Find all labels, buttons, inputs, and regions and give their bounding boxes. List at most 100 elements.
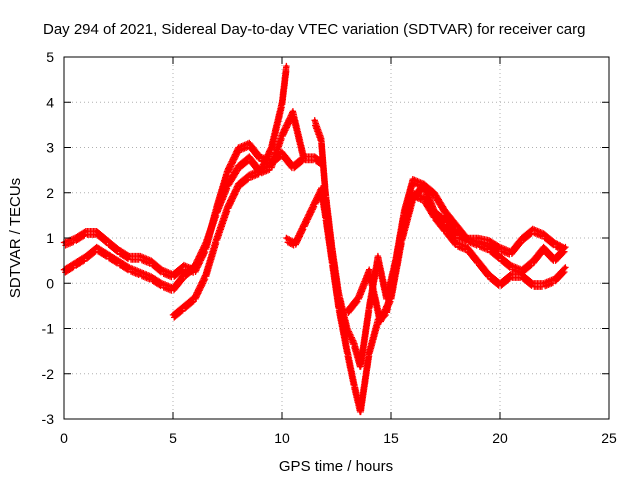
data-point xyxy=(345,327,349,330)
data-point xyxy=(520,268,524,272)
data-point xyxy=(454,241,458,245)
data-point xyxy=(553,241,556,245)
data-point xyxy=(476,236,480,240)
data-point xyxy=(444,209,447,213)
data-point xyxy=(313,118,317,122)
data-point xyxy=(160,268,164,272)
data-point xyxy=(319,136,323,140)
data-point xyxy=(509,250,513,254)
data-point xyxy=(73,261,77,265)
data-point xyxy=(193,263,197,267)
x-tick-label: 5 xyxy=(169,430,177,446)
data-point xyxy=(313,155,317,159)
data-point xyxy=(324,191,328,195)
y-tick-label: 0 xyxy=(46,275,54,291)
x-axis-ticks: 0 5 10 15 20 25 xyxy=(60,57,617,446)
series-markers xyxy=(344,180,567,325)
data-point xyxy=(542,245,546,249)
series-markers xyxy=(311,117,569,370)
data-point xyxy=(553,277,556,281)
data-point xyxy=(204,272,208,276)
data-point xyxy=(226,182,229,186)
data-point xyxy=(204,241,208,245)
data-point xyxy=(400,236,404,240)
data-point xyxy=(95,245,99,249)
y-tick-label: -3 xyxy=(42,411,55,427)
data-point xyxy=(127,254,131,258)
data-point xyxy=(465,236,469,240)
data-point xyxy=(498,245,502,249)
data-point xyxy=(454,231,458,235)
data-point xyxy=(293,241,297,245)
data-point xyxy=(367,304,371,308)
data-point xyxy=(95,229,99,233)
data-point xyxy=(531,259,535,263)
data-point xyxy=(258,155,262,159)
y-tick-label: -1 xyxy=(42,321,55,337)
series-track-e xyxy=(311,117,569,370)
data-point xyxy=(171,286,175,290)
data-point xyxy=(284,236,288,240)
data-point xyxy=(454,222,458,226)
data-point xyxy=(247,173,251,177)
data-point xyxy=(389,295,393,299)
y-tick-label: 2 xyxy=(46,185,54,201)
data-point xyxy=(378,317,382,321)
data-point xyxy=(498,254,502,258)
data-point xyxy=(402,209,406,213)
data-point xyxy=(561,245,565,249)
data-point xyxy=(358,363,362,367)
data-point xyxy=(236,182,240,186)
data-point xyxy=(258,168,262,172)
data-point xyxy=(358,408,362,412)
data-point xyxy=(302,155,306,159)
data-point xyxy=(84,229,88,233)
data-point xyxy=(171,313,175,317)
x-tick-label: 0 xyxy=(60,430,68,446)
series-track-c xyxy=(169,62,290,321)
x-tick-label: 10 xyxy=(274,430,290,446)
data-point xyxy=(302,222,306,226)
data-point xyxy=(127,265,131,269)
data-point xyxy=(247,141,251,145)
data-point xyxy=(444,227,447,231)
data-point xyxy=(280,132,284,136)
y-axis-label: SDTVAR / TECUs xyxy=(7,178,24,298)
data-point xyxy=(149,259,153,263)
data-point xyxy=(313,200,317,204)
data-point xyxy=(520,236,524,240)
data-point xyxy=(84,254,88,258)
data-point xyxy=(337,290,341,294)
data-point xyxy=(487,238,491,242)
data-point xyxy=(160,281,164,285)
data-point xyxy=(553,256,556,260)
data-point xyxy=(149,274,153,278)
data-point xyxy=(433,191,437,195)
data-point xyxy=(356,295,360,299)
data-point xyxy=(182,272,186,276)
data-point xyxy=(376,254,380,258)
chart-title: Day 294 of 2021, Sidereal Day-to-day VTE… xyxy=(43,21,585,38)
data-point xyxy=(509,272,513,276)
y-tick-label: 5 xyxy=(46,49,54,65)
data-point xyxy=(319,186,323,190)
data-point xyxy=(226,168,229,172)
x-axis-label: GPS time / hours xyxy=(279,458,393,475)
data-point xyxy=(476,259,480,263)
data-point xyxy=(498,281,502,285)
data-point xyxy=(106,238,110,242)
data-point xyxy=(117,259,120,263)
data-point xyxy=(542,231,546,235)
data-point xyxy=(345,308,349,312)
data-point xyxy=(509,263,513,267)
data-point xyxy=(106,252,110,256)
data-point xyxy=(117,247,120,251)
data-point xyxy=(352,340,356,344)
data-point xyxy=(433,209,437,213)
data-point xyxy=(171,272,175,276)
data-point xyxy=(215,209,219,213)
data-point xyxy=(193,295,197,299)
data-point xyxy=(182,263,186,267)
data-point xyxy=(138,254,142,258)
y-tick-label: -2 xyxy=(42,366,55,382)
